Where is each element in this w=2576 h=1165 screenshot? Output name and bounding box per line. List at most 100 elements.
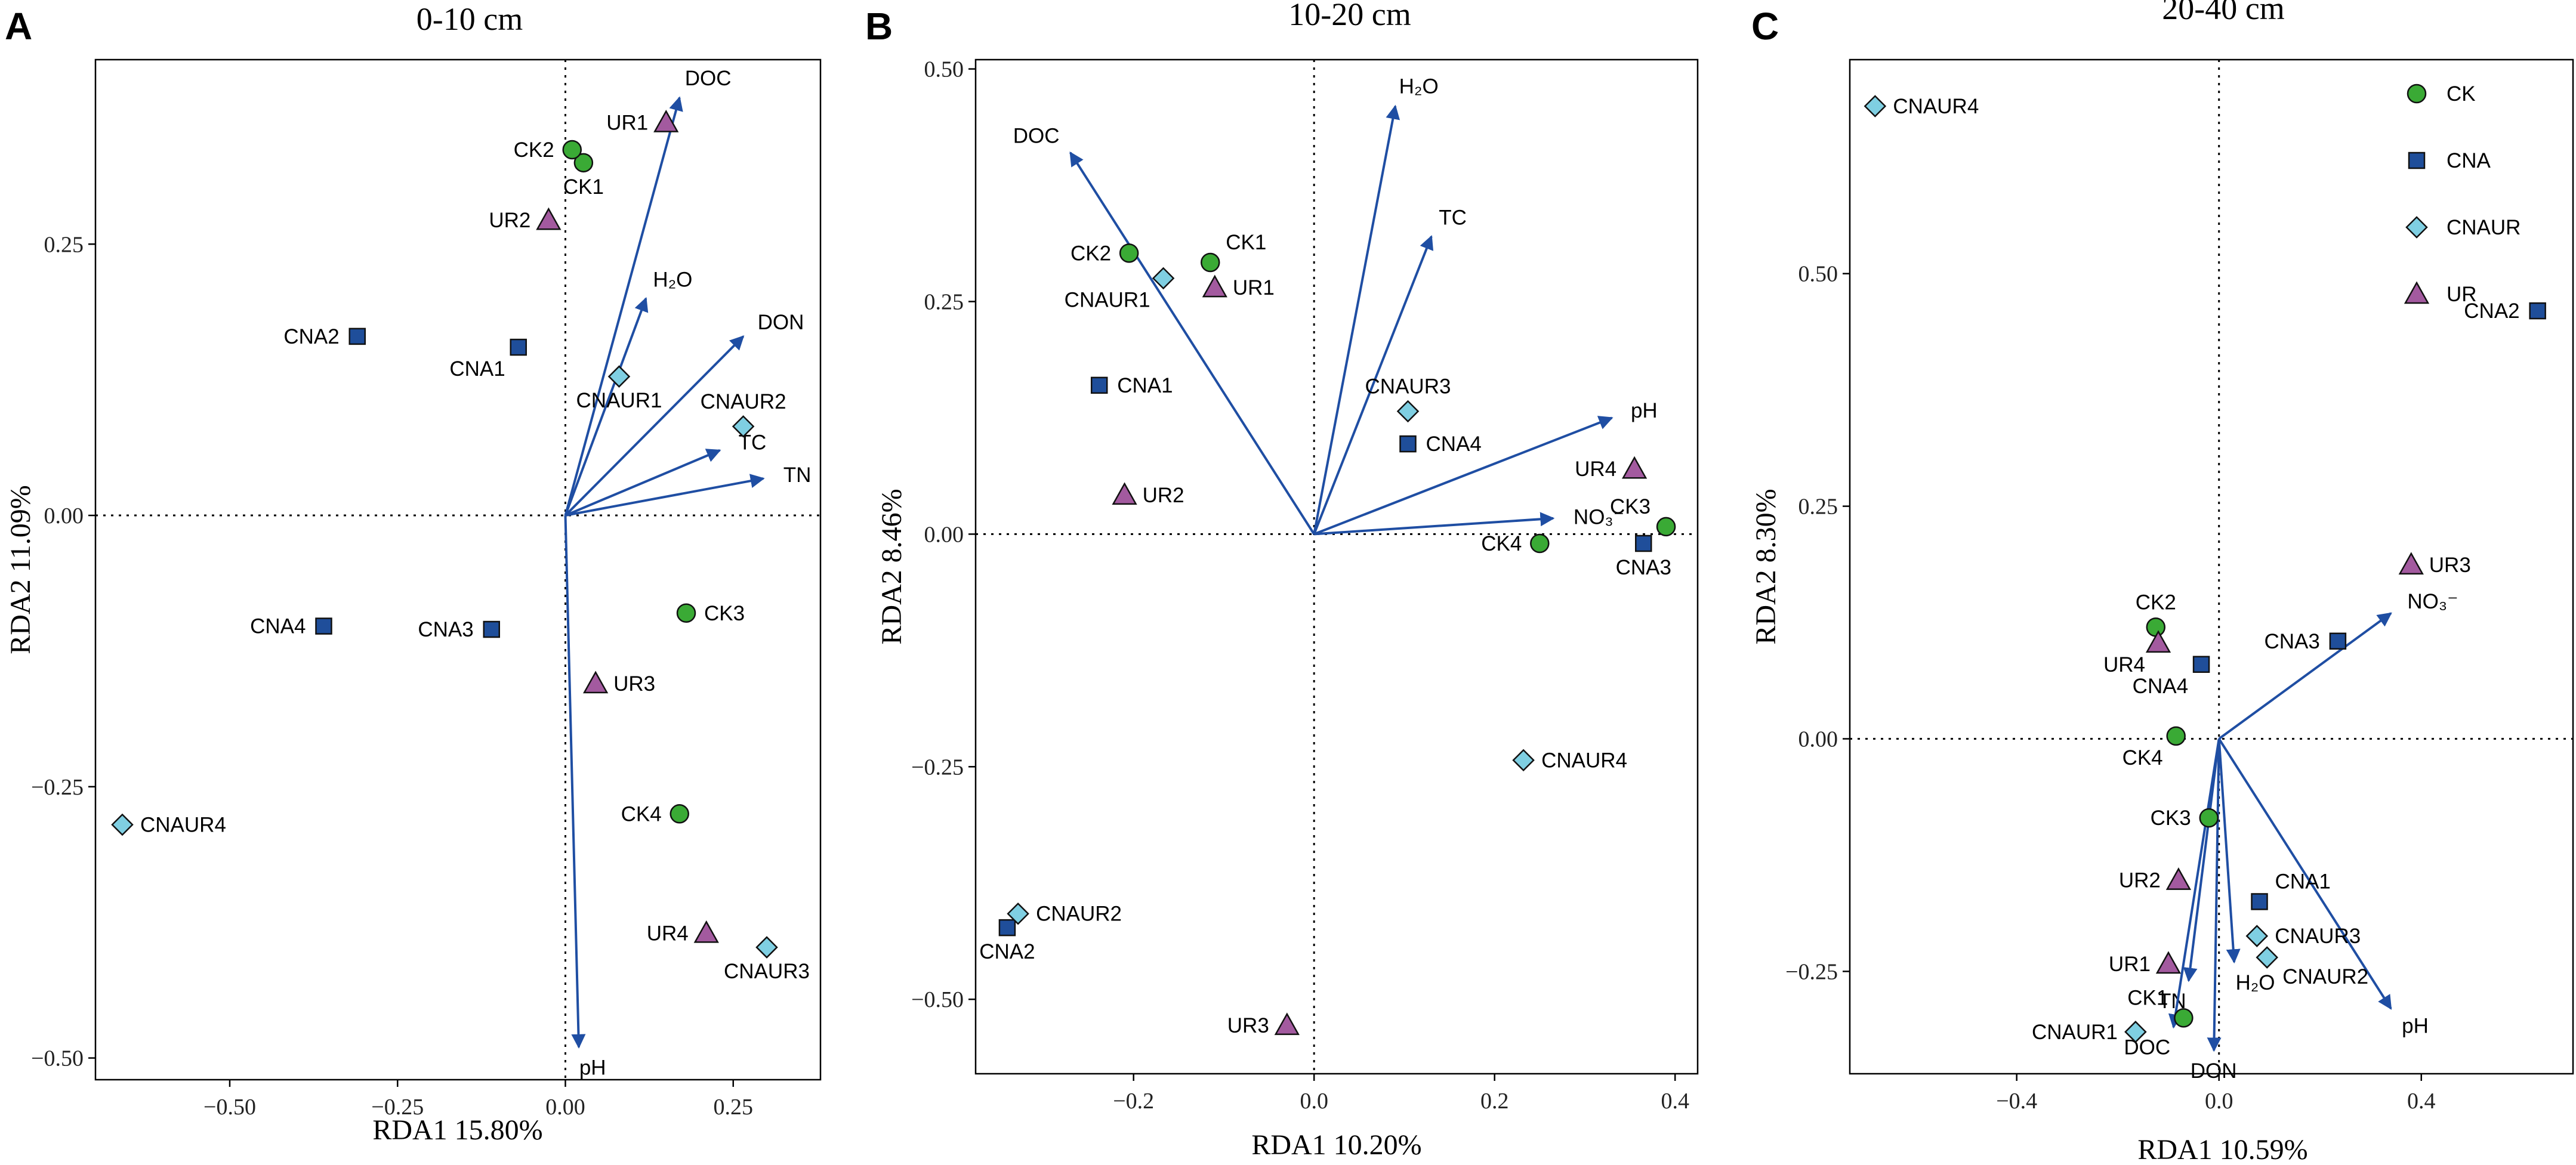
panel-a-point-ur1	[653, 109, 679, 132]
panel-b-point-cnaur3	[1396, 400, 1420, 423]
panel-c-point-label: CK2	[2136, 591, 2176, 614]
panel-b-point-label: CK2	[1070, 242, 1111, 265]
panel-a-point-cna4	[315, 617, 332, 635]
panel-c-point-label: CNAUR4	[1893, 95, 1979, 118]
panel-c-y-tick-label: 0.25	[1798, 495, 1838, 520]
panel-b-point-ck2	[1119, 243, 1139, 263]
panel-b-point-label: CNAUR3	[1365, 375, 1451, 398]
panel-c-point-ck1	[2174, 1008, 2194, 1028]
panel-a-vector-label: pH	[579, 1056, 606, 1079]
panel-c-vector-label: DOC	[2124, 1036, 2170, 1059]
panel-b-vector-label: pH	[1631, 399, 1658, 422]
panel-c-vector-no	[2218, 612, 2392, 740]
panel-b-x-tick-label: 0.0	[1300, 1089, 1328, 1114]
panel-a-point-cna3	[483, 620, 500, 638]
panel-b-x-axis-title: RDA1 10.20%	[1251, 1129, 1421, 1161]
panel-c-x-axis-title: RDA1 10.59%	[2137, 1134, 2307, 1165]
panel-b-point-cna2	[998, 919, 1016, 937]
panel-a-point-label: CNAUR2	[701, 390, 786, 413]
panel-a-vector-label: TN	[783, 463, 812, 487]
panel-c-point-label: CK1	[2127, 986, 2168, 1009]
panel-b-point-label: CNA1	[1117, 374, 1173, 397]
panel-a-vector-label: H₂O	[653, 268, 692, 291]
panel-a-x-tick-label: −0.50	[203, 1095, 256, 1120]
panel-letter-c: C	[1751, 5, 1779, 48]
panel-b-point-label: CNAUR4	[1541, 749, 1627, 772]
panel-a-y-tick-label: −0.50	[31, 1046, 84, 1071]
panel-b-y-tick-label: 0.50	[924, 57, 964, 82]
panel-c-plot-frame	[1849, 58, 2574, 1075]
legend-label-cna: CNA	[2447, 149, 2491, 172]
panel-a-vector-h-o	[564, 296, 649, 516]
panel-c-vector-label: NO₃⁻	[2407, 590, 2458, 613]
panel-a-point-label: UR1	[606, 112, 648, 135]
panel-c-point-label: UR1	[2109, 953, 2151, 976]
panel-a-point-label: CK1	[563, 175, 604, 199]
panel-c-vector-h-o	[2217, 738, 2241, 964]
panel-c-point-cnaur1	[2124, 1021, 2147, 1043]
panel-a-point-label: CNA3	[418, 618, 473, 641]
panel-a-point-ur3	[582, 670, 609, 694]
panel-c-point-ur2	[2165, 867, 2192, 890]
panel-a-y-tick-label: 0.25	[44, 232, 84, 257]
panel-b-vector-ph	[1313, 416, 1614, 536]
panel-a-point-cna2	[348, 327, 366, 345]
panel-a-point-label: UR2	[489, 209, 530, 232]
panel-c-x-tick-label: 0.4	[2407, 1089, 2436, 1114]
legend-label-cnaur: CNAUR	[2447, 216, 2521, 239]
panel-c-y-tick-label: 0.50	[1798, 262, 1838, 287]
panel-b-point-label: UR4	[1575, 458, 1616, 481]
panel-b-title: 10-20 cm	[1288, 0, 1411, 32]
panel-c-vector-label: DON	[2191, 1059, 2237, 1083]
panel-a-point-cnaur3	[755, 936, 778, 959]
panel-c-point-label: CNA2	[2464, 299, 2519, 323]
panel-a-point-label: CNA2	[283, 325, 339, 348]
panel-a-vector-label: DON	[758, 311, 804, 334]
panel-b-point-cna3	[1635, 534, 1652, 552]
panel-c-point-cna3	[2329, 632, 2347, 650]
legend: CK CNA CNAUR UR	[2404, 82, 2521, 306]
panel-c-plot-area: −0.4 0.0 0.4−0.250.000.250.50NO₃⁻H₂OpHTNDO…	[1785, 60, 2573, 1114]
panel-b-x-tick-label: −0.2	[1113, 1089, 1154, 1114]
panel-c-point-label: CK3	[2151, 806, 2191, 830]
panel-b-point-cnaur1	[1152, 267, 1175, 290]
panel-c-point-ck2	[2146, 617, 2166, 637]
panel-b-plot-frame	[974, 58, 1699, 1075]
panel-b-vector-h-o	[1313, 104, 1400, 534]
panel-a-plot-area: −0.50 −0.25 0.00 0.25 −0.50 −0.25 0.00 0.25 DOC H…	[31, 60, 820, 1120]
panel-a-y-tick-label: 0.00	[44, 503, 84, 529]
panel-c-point-label: CNAUR1	[2032, 1021, 2118, 1044]
panel-a-x-tick-label: −0.25	[371, 1095, 424, 1120]
panel-c-point-cnaur3	[2245, 925, 2269, 947]
panel-b-point-label: CK1	[1226, 231, 1266, 254]
panel-a-point-cnaur1	[607, 365, 631, 388]
panel-b-point-cna1	[1090, 376, 1108, 394]
panel-letter-b: B	[865, 5, 893, 48]
panel-a-title: 0-10 cm	[417, 1, 523, 37]
panel-c-point-cna4	[2192, 656, 2210, 673]
panel-c-point-ck3	[2199, 808, 2219, 828]
legend-label-ck: CK	[2447, 82, 2476, 106]
legend-marker-ur	[2404, 281, 2430, 304]
panel-b-plot-area: −0.2 0.0 0.2 0.4 −0.50 −0.25 0.00 0.25 0.50 DOC H₂…	[911, 57, 1698, 1114]
panel-b-point-label: CNA4	[1426, 432, 1481, 456]
panel-c-point-label: CNAUR2	[2282, 965, 2368, 988]
panel-a-point-cnaur4	[111, 813, 134, 836]
panel-c-vector-doc	[2168, 738, 2220, 1029]
panel-a-point-label: CNAUR1	[576, 389, 662, 412]
panel-b-point-label: CK4	[1481, 532, 1522, 555]
panel-c-point-cnaur4	[1864, 95, 1887, 118]
panel-a-point-label: CK4	[621, 802, 662, 826]
panel-c-point-ur4	[2145, 630, 2171, 653]
panel-b-x-tick-label: 0.2	[1480, 1089, 1509, 1114]
panel-b-vector-label: DOC	[1013, 124, 1060, 147]
legend-label-ur: UR	[2447, 283, 2477, 306]
panel-c-point-label: CNA1	[2275, 870, 2331, 893]
panel-c-point-cnaur2	[2256, 946, 2278, 969]
panel-b-point-label: UR1	[1233, 276, 1275, 299]
panel-c-point-cna2	[2529, 302, 2546, 320]
panel-b-vector-doc	[1069, 151, 1315, 535]
legend-marker-cnaur	[2405, 216, 2428, 239]
panel-b-vector-label: TC	[1439, 206, 1467, 230]
